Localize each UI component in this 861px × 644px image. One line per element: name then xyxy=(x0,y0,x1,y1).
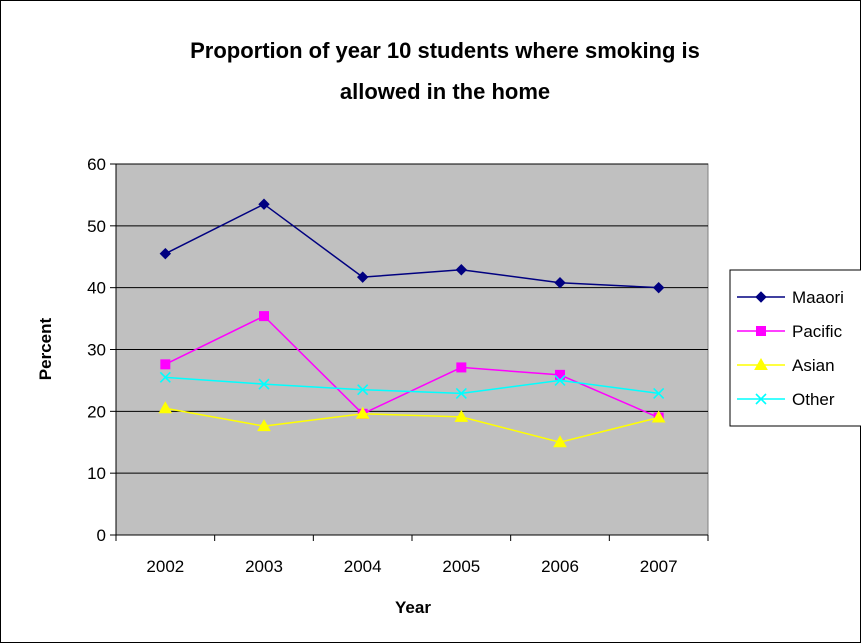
x-axis-title: Year xyxy=(395,598,431,617)
data-point-other xyxy=(653,387,665,399)
legend-marker xyxy=(755,291,767,303)
series-line-other xyxy=(165,376,659,395)
series-line-maaori xyxy=(164,203,659,289)
data-point-asian xyxy=(257,419,271,432)
data-point-maaori xyxy=(258,198,270,210)
y-tick-label: 50 xyxy=(87,217,106,236)
legend-marker xyxy=(756,326,766,336)
legend-box xyxy=(729,269,861,427)
data-point-asian xyxy=(651,410,666,423)
series-line-asian xyxy=(165,407,659,444)
axes xyxy=(110,163,709,541)
data-point-pacific xyxy=(259,311,269,322)
x-tick-label: 2006 xyxy=(541,557,579,576)
x-tick-labels: 2002 2003 2004 2005 2006 2007 xyxy=(146,557,677,576)
y-tick-label: 40 xyxy=(87,279,106,298)
legend-label: Maaori xyxy=(792,288,844,307)
data-point-pacific xyxy=(456,362,467,373)
y-axis-title: Percent xyxy=(36,317,55,380)
y-tick-label: 10 xyxy=(87,464,106,483)
x-tick-label: 2007 xyxy=(640,557,678,576)
data-point-asian xyxy=(454,409,469,422)
legend-marker xyxy=(755,393,767,405)
data-point-maaori xyxy=(652,281,665,294)
legend-item-other: Other xyxy=(737,390,835,409)
x-tick-label: 2004 xyxy=(344,557,382,576)
x-tick-label: 2002 xyxy=(146,557,184,576)
series-layer xyxy=(158,198,666,448)
data-point-other xyxy=(554,374,566,386)
data-point-asian xyxy=(355,406,370,419)
x-tick-label: 2005 xyxy=(442,557,480,576)
series-maaori xyxy=(159,198,665,294)
chart-title-line-2: allowed in the home xyxy=(340,79,550,104)
grid-lines xyxy=(116,163,708,474)
data-point-asian xyxy=(158,401,173,414)
legend: Maaori Pacific Asian Other xyxy=(729,269,861,427)
y-tick-label: 30 xyxy=(87,341,106,360)
legend-item-maaori: Maaori xyxy=(737,288,844,307)
data-point-maaori xyxy=(159,247,172,260)
legend-label: Other xyxy=(792,390,835,409)
data-point-asian xyxy=(553,435,567,448)
y-tick-label: 0 xyxy=(97,526,106,545)
legend-item-asian: Asian xyxy=(737,356,835,375)
x-tick-label: 2003 xyxy=(245,557,283,576)
data-point-maaori xyxy=(554,277,566,289)
series-asian xyxy=(158,401,666,448)
legend-label: Pacific xyxy=(792,322,843,341)
data-point-other xyxy=(159,371,171,383)
y-tick-label: 60 xyxy=(87,155,106,174)
data-point-maaori xyxy=(455,264,468,276)
chart-title-line-1: Proportion of year 10 students where smo… xyxy=(190,38,700,63)
data-point-pacific xyxy=(160,359,171,370)
data-point-other xyxy=(258,378,270,390)
data-point-maaori xyxy=(356,271,369,283)
series-other xyxy=(159,371,665,399)
legend-label: Asian xyxy=(792,356,835,375)
y-tick-labels: 0 10 20 30 40 50 60 xyxy=(87,155,106,545)
y-tick-label: 20 xyxy=(87,402,106,421)
data-point-other xyxy=(455,387,467,399)
data-point-other xyxy=(357,384,369,396)
legend-item-pacific: Pacific xyxy=(737,322,843,341)
legend-marker xyxy=(754,357,768,370)
